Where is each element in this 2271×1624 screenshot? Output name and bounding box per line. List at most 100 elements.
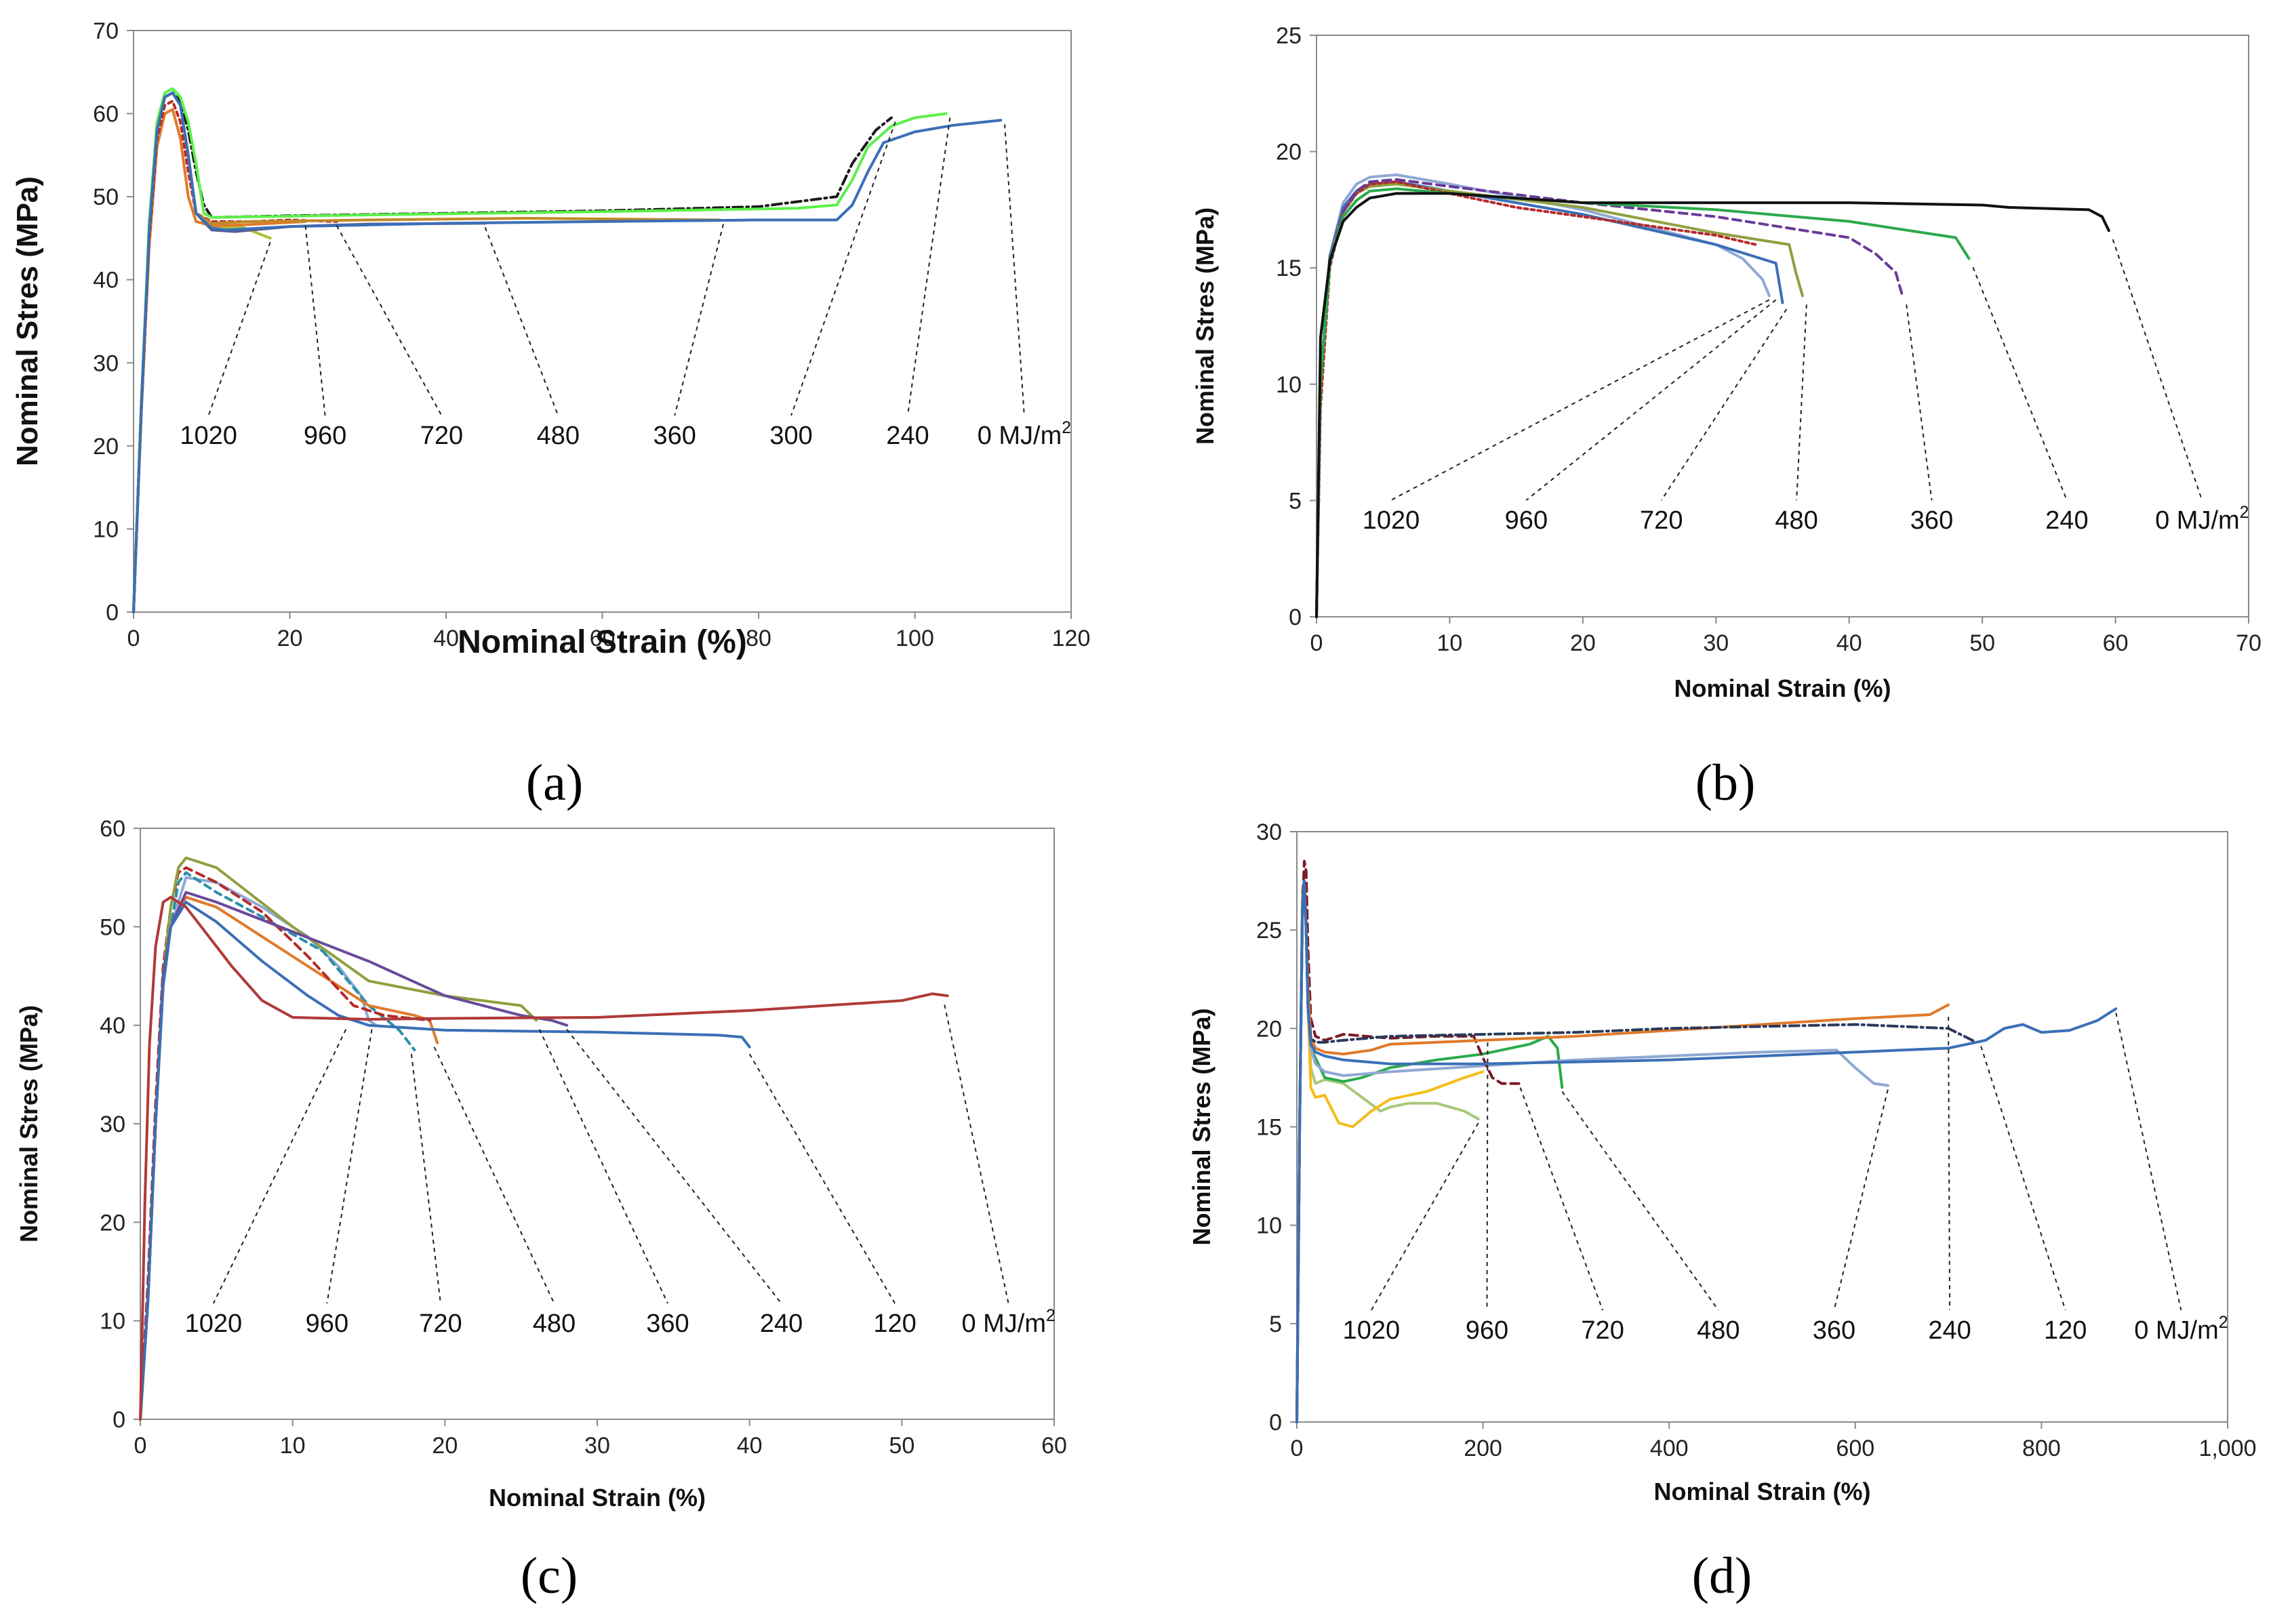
x-tick-label: 0 (1291, 1436, 1304, 1461)
annotation-leader (2115, 1013, 2182, 1311)
annotation-superscript: 2 (1046, 1307, 1056, 1325)
series-line-0-mj-m2 (1315, 192, 2110, 618)
annotation-leader (484, 227, 559, 416)
annotation-leader (1833, 1089, 1889, 1311)
y-tick-label: 10 (100, 1309, 125, 1335)
plot-area-b (1316, 35, 2249, 617)
annotation-label: 720 (420, 422, 463, 450)
x-axis-title: Nominal Strain (%) (1653, 1478, 1870, 1505)
annotation-leader (748, 1053, 896, 1304)
y-tick-label: 0 (1289, 605, 1302, 630)
series-line-960 (132, 108, 307, 613)
annotation-label: 1020 (1343, 1316, 1401, 1345)
x-tick-label: 10 (1437, 630, 1463, 656)
annotation-label: 720 (1640, 506, 1683, 535)
x-tick-label: 60 (2103, 630, 2129, 656)
series-line-480 (1315, 180, 1758, 618)
annotation-label: 960 (304, 422, 346, 450)
annotation-label: 960 (1466, 1316, 1508, 1345)
x-axis-title: Nominal Strain (%) (458, 624, 747, 660)
x-tick-label: 50 (889, 1433, 915, 1459)
annotation-leader (1370, 1122, 1479, 1311)
series-line-240 (1315, 187, 1971, 618)
annotation-leader (2112, 239, 2203, 501)
y-axis-title: Nominal Stres (MPa) (15, 1005, 43, 1242)
annotation-leader (906, 117, 951, 416)
annotation-leader (410, 1053, 441, 1304)
annotation-label: 720 (1581, 1316, 1624, 1345)
annotation-label: 960 (1505, 506, 1548, 535)
panel-label-d: (d) (1692, 1547, 1752, 1604)
annotation-label: 0 MJ/m2 (2155, 504, 2249, 535)
x-tick-label: 800 (2022, 1436, 2061, 1461)
annotation-leader (1972, 266, 2068, 501)
x-tick-label: 10 (280, 1433, 306, 1459)
y-tick-label: 70 (93, 18, 119, 44)
x-tick-label: 20 (432, 1433, 458, 1459)
annotation-leader (1906, 304, 1933, 501)
annotation-label: 1020 (185, 1310, 243, 1338)
x-tick-label: 0 (127, 626, 140, 651)
y-axis-title: Nominal Stres (MPa) (1188, 1008, 1215, 1245)
series-line-0-mj-m2 (139, 895, 949, 1421)
annotation-label: 960 (306, 1310, 348, 1338)
annotation-label: 120 (2044, 1316, 2087, 1345)
series-line-240 (132, 87, 948, 613)
x-tick-label: 60 (1041, 1433, 1067, 1459)
annotation-label: 120 (873, 1310, 916, 1338)
series-line-300 (132, 91, 893, 613)
annotation-leader (1519, 1087, 1604, 1311)
x-tick-label: 200 (1464, 1436, 1502, 1461)
annotation-label: 300 (769, 422, 812, 450)
annotation-leader (944, 1004, 1009, 1304)
x-tick-label: 80 (746, 626, 771, 651)
annotation-leader (212, 1029, 347, 1304)
annotation-label: 240 (2045, 506, 2088, 535)
annotation-label: 0 MJ/m2 (961, 1307, 1055, 1338)
y-tick-label: 25 (1256, 918, 1282, 943)
x-tick-label: 40 (1836, 630, 1862, 656)
y-tick-label: 20 (93, 434, 119, 460)
series-line-120 (139, 901, 751, 1421)
x-tick-label: 40 (433, 626, 459, 651)
series-line-960 (139, 871, 416, 1421)
x-tick-label: 40 (737, 1433, 763, 1459)
x-tick-label: 120 (1052, 626, 1091, 651)
annotation-superscript: 2 (1062, 419, 1071, 437)
y-tick-label: 20 (1256, 1016, 1282, 1042)
series-line-720 (139, 895, 439, 1421)
annotation-label: 1020 (1363, 506, 1420, 535)
x-axis-title: Nominal Strain (%) (1674, 674, 1891, 702)
y-axis-title: Nominal Stres (MPa) (11, 176, 44, 466)
annotation-label: 480 (1775, 506, 1817, 535)
annotation-leader (326, 1029, 373, 1304)
y-tick-label: 5 (1269, 1312, 1282, 1337)
annotation-label: 0 MJ/m2 (978, 419, 1071, 450)
y-tick-label: 25 (1276, 23, 1302, 49)
panel-label-b: (b) (1695, 754, 1756, 811)
y-tick-label: 60 (93, 102, 119, 127)
x-tick-label: 50 (1969, 630, 1995, 656)
x-tick-label: 100 (896, 626, 934, 651)
annotation-label: 1020 (180, 422, 237, 450)
series-line-0-mj-m2 (132, 91, 1003, 613)
y-tick-label: 10 (1276, 372, 1302, 398)
annotation-leader (790, 121, 896, 416)
chart-panel-d: 0 200 400 600 800 1,000 0 5 10 15 20 25 30 Nominal St… (1188, 819, 2257, 1604)
y-axis-title: Nominal Stres (MPa) (1191, 207, 1219, 445)
y-tick-label: 0 (1269, 1410, 1282, 1436)
annotation-leader (1004, 124, 1025, 416)
y-tick-label: 30 (1256, 819, 1282, 845)
annotation-label: 240 (760, 1310, 803, 1338)
x-tick-label: 20 (1570, 630, 1596, 656)
annotation-label: 480 (537, 422, 580, 450)
x-tick-label: 30 (584, 1433, 610, 1459)
annotation-leader (336, 225, 443, 416)
y-tick-label: 20 (100, 1210, 125, 1236)
y-tick-label: 50 (100, 914, 125, 940)
x-axis-title: Nominal Strain (%) (489, 1484, 706, 1511)
series-line-360 (1315, 178, 1904, 618)
x-tick-label: 20 (277, 626, 303, 651)
